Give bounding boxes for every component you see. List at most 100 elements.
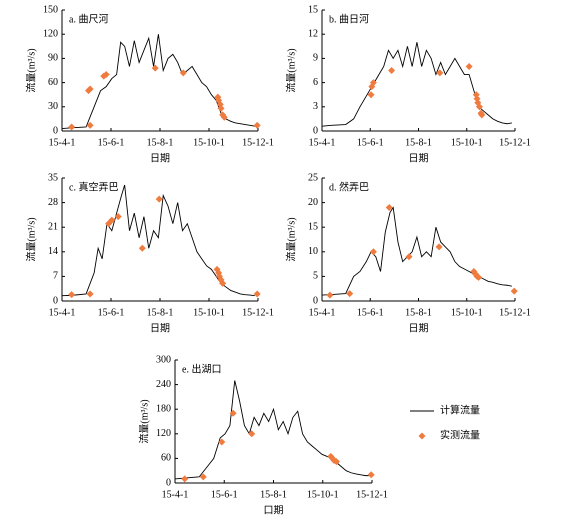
point	[220, 113, 228, 121]
panel-title: c. 真空弄巴	[69, 180, 118, 193]
point	[181, 475, 189, 483]
y-tick-label: 3	[313, 101, 318, 112]
y-tick-label: 150	[43, 4, 58, 15]
x-tick-label: 15-12-1	[356, 489, 388, 500]
point	[385, 204, 393, 212]
x-tick-label: 15-6-1	[98, 307, 125, 318]
point	[86, 290, 94, 298]
y-tick-label: 30	[48, 101, 58, 112]
y-tick-label: 90	[48, 53, 58, 64]
point	[326, 291, 334, 299]
y-tick-label: 0	[313, 125, 318, 136]
x-axis-label: 日期	[409, 152, 429, 164]
point	[218, 438, 226, 446]
point	[478, 111, 486, 119]
point	[332, 458, 340, 466]
panel-title: b. 曲日河	[329, 13, 369, 25]
point	[346, 290, 354, 298]
x-tick-label: 15-8-1	[405, 307, 432, 318]
point	[436, 69, 444, 77]
y-tick-label: 0	[53, 295, 58, 306]
y-tick-label: 25	[308, 172, 318, 183]
panel-title: a. 曲尺河	[69, 13, 108, 25]
x-tick-label: 15-12-1	[499, 137, 531, 148]
x-tick-label: 15-6-1	[211, 489, 238, 500]
point	[68, 291, 76, 299]
x-axis-label: 日期	[150, 322, 170, 334]
point	[465, 62, 473, 70]
x-tick-label: 15-12-1	[242, 137, 274, 148]
point	[475, 103, 483, 111]
x-tick-label: 15-10-1	[193, 137, 225, 148]
y-tick-label: 0	[166, 477, 171, 488]
point	[253, 290, 261, 298]
y-tick-label: 12	[308, 28, 318, 39]
point	[86, 121, 94, 129]
y-tick-label: 60	[48, 77, 58, 88]
x-tick-label: 15-10-1	[451, 307, 483, 318]
x-tick-label: 15-8-1	[147, 307, 174, 318]
y-tick-label: 240	[156, 379, 171, 390]
x-tick-label: 15-4-1	[49, 307, 76, 318]
y-axis-label: 流量(m³/s)	[24, 48, 37, 92]
y-tick-label: 21	[48, 221, 58, 232]
x-tick-label: 15-4-1	[309, 307, 336, 318]
x-tick-label: 15-6-1	[98, 137, 125, 148]
point	[114, 213, 122, 221]
y-tick-label: 15	[308, 221, 318, 232]
point	[475, 273, 483, 281]
y-tick-label: 28	[48, 197, 58, 208]
x-tick-label: 15-6-1	[357, 137, 384, 148]
point	[435, 243, 443, 251]
legend-marker	[418, 432, 426, 440]
x-tick-label: 15-8-1	[405, 137, 432, 148]
y-tick-label: 7	[53, 271, 58, 282]
legend-label: 实测流量	[440, 428, 480, 441]
y-tick-label: 20	[308, 197, 318, 208]
point	[388, 67, 396, 74]
y-tick-label: 180	[156, 403, 171, 414]
point	[102, 71, 110, 79]
y-axis-label: 流量(m³/s)	[137, 399, 150, 443]
panel-title: e. 出湖口	[182, 362, 221, 375]
y-tick-label: 5	[313, 271, 318, 282]
point	[179, 69, 187, 77]
x-tick-label: 15-4-1	[49, 137, 76, 148]
y-tick-label: 300	[156, 354, 171, 365]
y-tick-label: 120	[156, 428, 171, 439]
x-axis-label: 日期	[409, 322, 429, 334]
y-tick-label: 10	[308, 246, 318, 257]
point	[138, 244, 146, 252]
point	[405, 253, 413, 261]
point	[108, 216, 116, 224]
x-tick-label: 15-10-1	[307, 489, 339, 500]
panel-title: d. 然弄巴	[329, 180, 369, 193]
point	[367, 471, 375, 479]
y-tick-label: 0	[313, 295, 318, 306]
y-tick-label: 0	[53, 125, 58, 136]
x-tick-label: 15-10-1	[193, 307, 225, 318]
y-tick-label: 15	[308, 4, 318, 15]
point	[151, 64, 159, 72]
y-tick-label: 9	[313, 53, 318, 64]
series-line	[321, 206, 512, 296]
point	[369, 79, 377, 87]
point	[367, 91, 375, 99]
x-tick-label: 15-4-1	[309, 137, 336, 148]
legend-label: 计算流量	[440, 403, 480, 416]
y-tick-label: 6	[313, 77, 318, 88]
point	[217, 104, 225, 112]
point	[155, 195, 163, 203]
point	[248, 430, 256, 438]
point	[68, 123, 76, 131]
y-tick-label: 120	[43, 28, 58, 39]
x-tick-label: 15-4-1	[162, 489, 189, 500]
x-tick-label: 15-12-1	[499, 307, 531, 318]
x-tick-label: 15-8-1	[147, 137, 174, 148]
point	[219, 279, 227, 287]
x-axis-label: 口期	[264, 504, 284, 516]
point	[86, 85, 94, 93]
x-axis-label: 日期	[150, 152, 170, 164]
point	[253, 121, 261, 129]
